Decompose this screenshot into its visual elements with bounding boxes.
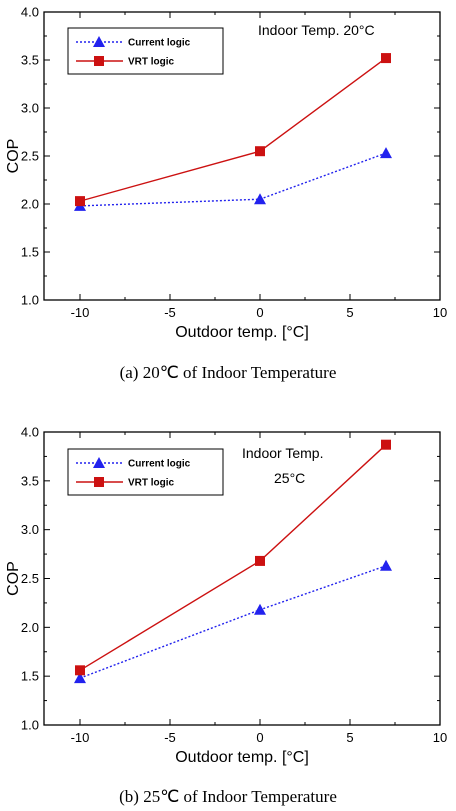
x-tick-label: -5 (164, 730, 176, 745)
current-logic-line (79, 152, 387, 207)
vrt-logic-point (381, 53, 391, 64)
y-tick-label: 1.5 (21, 669, 39, 684)
legend-label: Current logic (128, 38, 191, 49)
x-tick-label: -5 (164, 305, 176, 320)
y-tick-label: 4.0 (21, 5, 39, 20)
y-axis-title: COP (5, 139, 22, 174)
legend-marker (94, 477, 104, 487)
y-tick-label: 3.5 (21, 53, 39, 68)
x-tick-label: 5 (346, 730, 353, 745)
legend-marker (93, 36, 105, 47)
current-logic-point (254, 193, 266, 205)
vrt-logic-point (75, 196, 85, 207)
y-tick-label: 1.0 (21, 718, 39, 733)
y-tick-label: 1.0 (21, 293, 39, 308)
current-logic-point (380, 559, 392, 571)
chart-panel-2: 1.0 1.5 2.0 2.5 3.0 3.5 4.0 -10 -5 0 5 10 Outdoor te… (5, 425, 447, 807)
y-tick-label: 1.5 (21, 245, 39, 260)
legend-box (67, 27, 224, 75)
y-axis-title: COP (5, 561, 22, 596)
legend-box (67, 448, 224, 496)
current-logic-line (79, 565, 387, 679)
y-tick-label: 4.0 (21, 425, 39, 440)
x-tick-label: 10 (433, 730, 447, 745)
legend-label: VRT logic (128, 57, 175, 68)
current-logic-point (74, 672, 86, 684)
x-axis-title: Outdoor temp. [°C] (175, 749, 309, 766)
vrt-logic-point (255, 555, 265, 566)
y-tick-label: 3.0 (21, 522, 39, 537)
legend-marker (94, 56, 104, 66)
x-tick-label: 0 (256, 730, 263, 745)
x-axis-title: Outdoor temp. [°C] (175, 324, 309, 341)
y-tick-label: 3.5 (21, 473, 39, 488)
figure-caption: (a) 20℃ of Indoor Temperature (120, 363, 337, 382)
figure-caption: (b) 25℃ of Indoor Temperature (119, 787, 337, 806)
x-tick-label: -10 (71, 305, 90, 320)
indoor-temp-annotation: Indoor Temp. 20°C (258, 22, 375, 38)
y-tick-label: 2.5 (21, 149, 39, 164)
chart-panel-1: 1.0 1.5 2.0 2.5 3.0 3.5 4.0 -10 -5 0 5 10 Outdoor te… (5, 5, 447, 383)
legend-label: VRT logic (128, 478, 175, 489)
current-logic-point (254, 603, 266, 615)
y-tick-label: 2.0 (21, 197, 39, 212)
indoor-temp-annotation: 25°C (274, 470, 305, 486)
y-tick-label: 3.0 (21, 101, 39, 116)
y-tick-label: 2.5 (21, 571, 39, 586)
x-tick-label: 5 (346, 305, 353, 320)
legend-label: Current logic (128, 459, 191, 470)
current-logic-point (380, 147, 392, 159)
vrt-logic-line (79, 57, 387, 202)
vrt-logic-point (381, 439, 391, 450)
legend-marker (93, 457, 105, 468)
vrt-logic-point (255, 146, 265, 157)
indoor-temp-annotation: Indoor Temp. (242, 445, 323, 461)
y-tick-label: 2.0 (21, 620, 39, 635)
x-tick-label: 0 (256, 305, 263, 320)
x-tick-label: -10 (71, 730, 90, 745)
x-tick-label: 10 (433, 305, 447, 320)
vrt-logic-point (75, 665, 85, 676)
